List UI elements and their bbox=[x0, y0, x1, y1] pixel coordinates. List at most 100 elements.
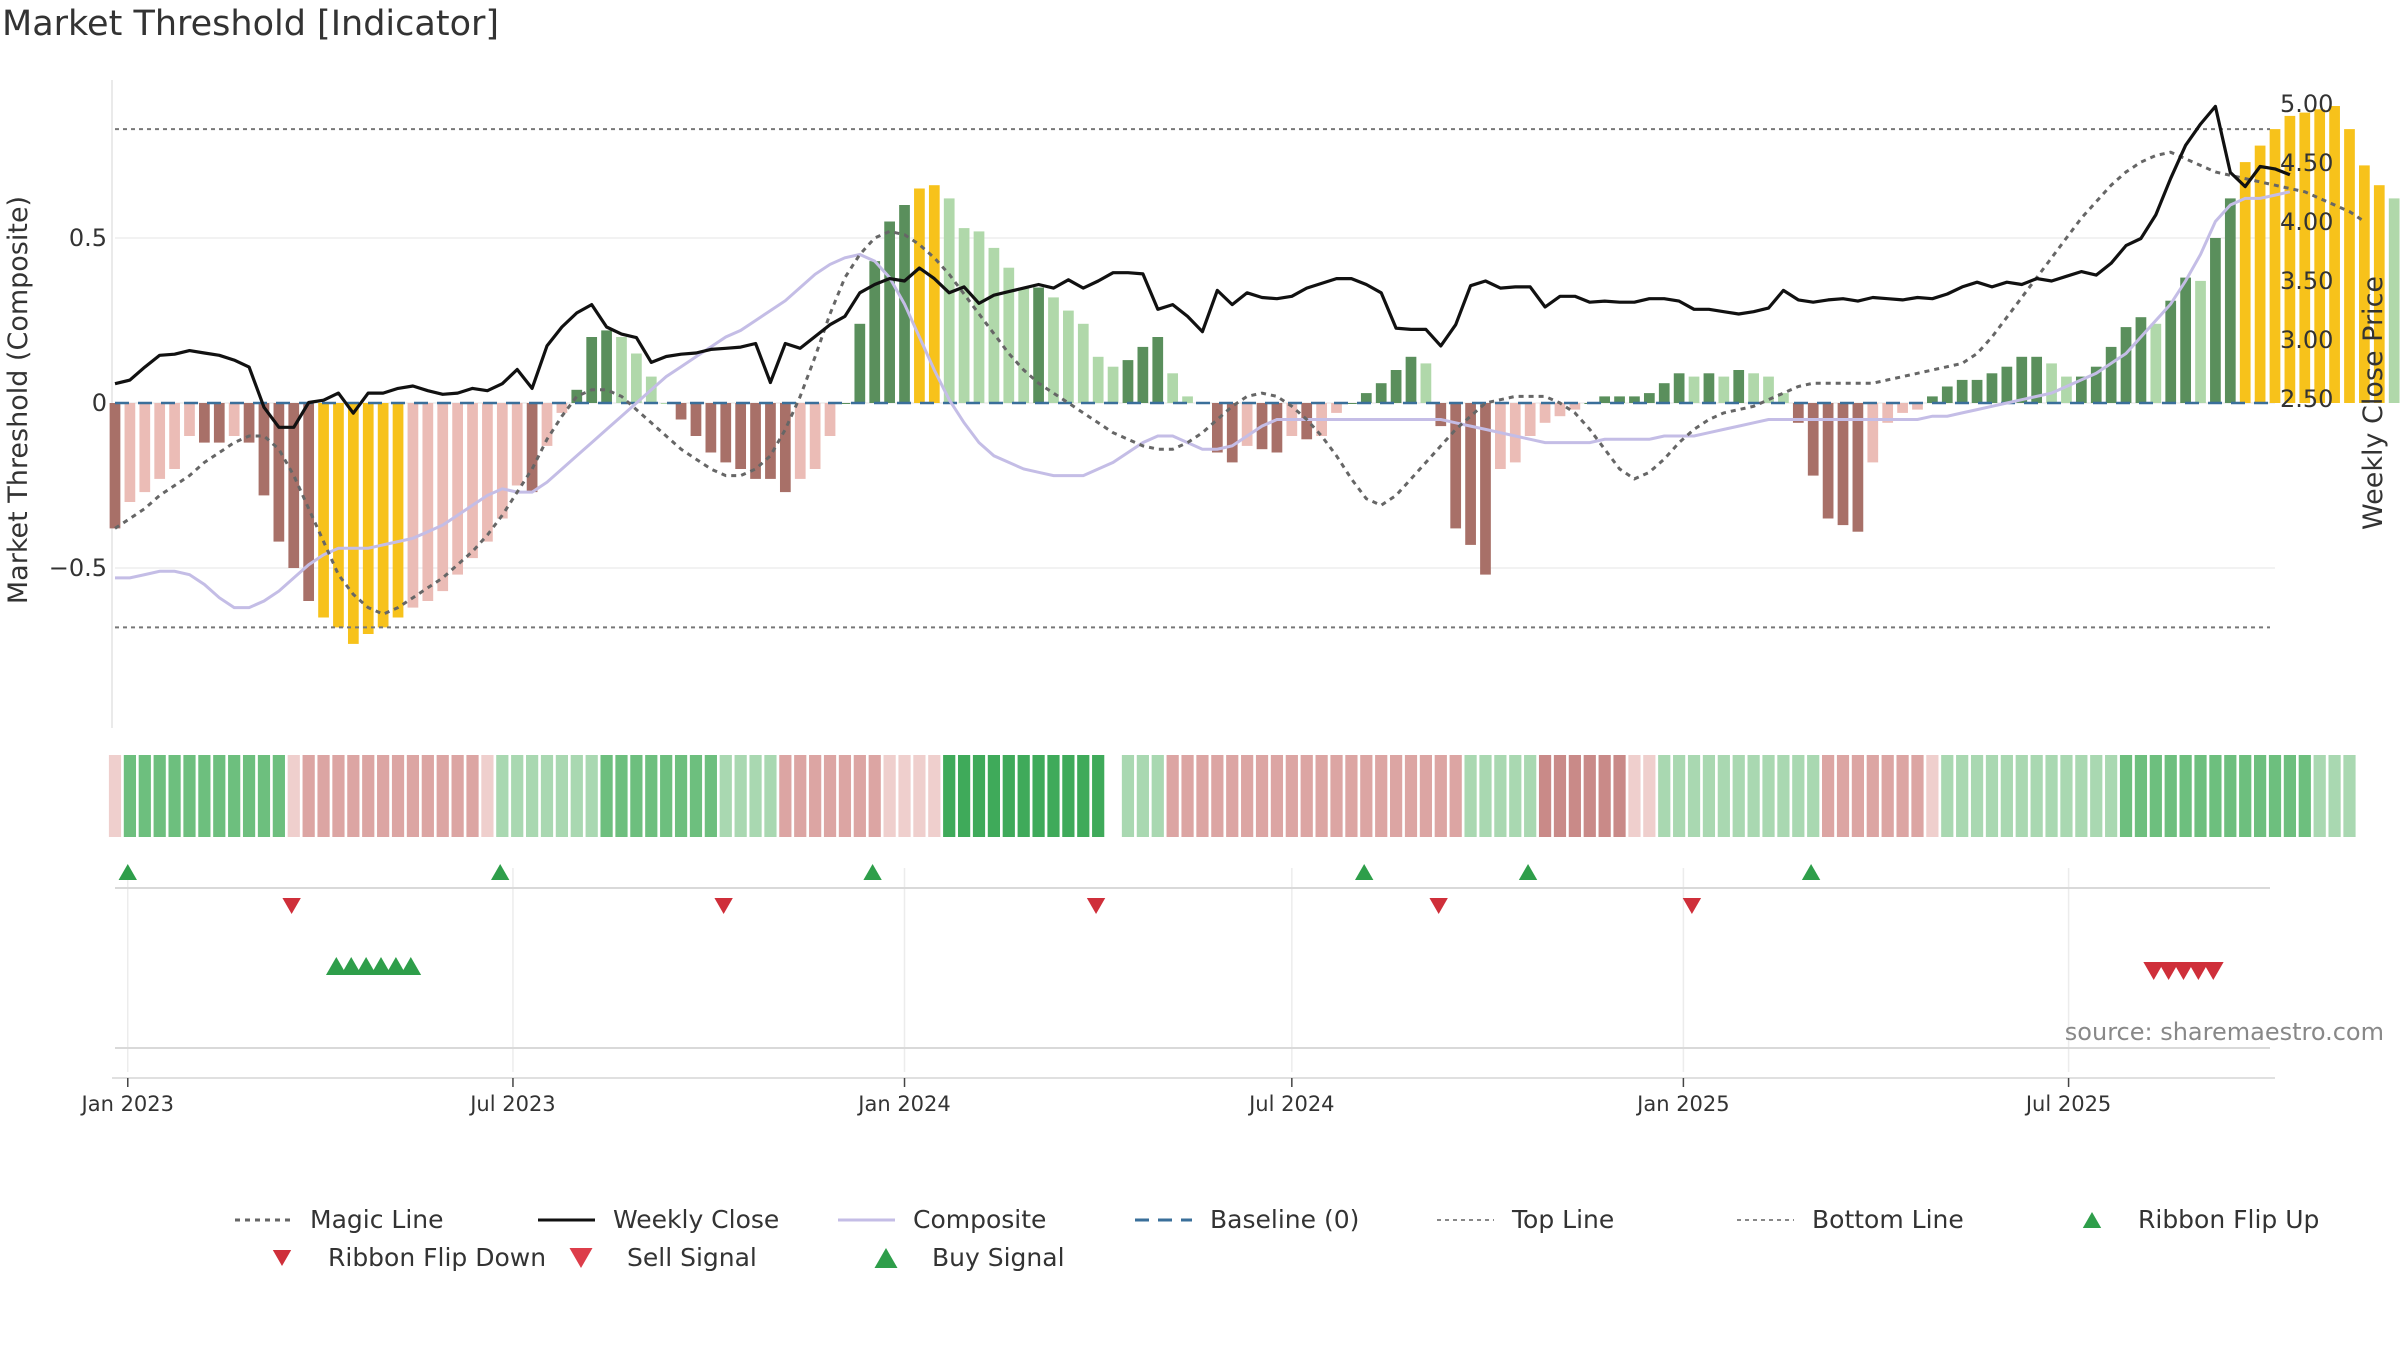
ribbon-cell bbox=[704, 755, 717, 837]
ribbon-cell bbox=[943, 755, 956, 837]
ribbon-flip-up-marker bbox=[118, 864, 137, 880]
ribbon-cell bbox=[1687, 755, 1701, 837]
composite-bars bbox=[109, 106, 2400, 644]
ribbon-cell bbox=[406, 755, 420, 837]
composite-bar bbox=[392, 403, 404, 618]
legend-item: Weekly Close bbox=[538, 1205, 779, 1234]
ribbon-cell bbox=[823, 755, 837, 837]
ribbon-cell bbox=[570, 755, 583, 837]
y-left-tick-label: 0 bbox=[92, 389, 107, 417]
ribbon-cell bbox=[1762, 755, 1775, 837]
composite-bar bbox=[1941, 386, 1953, 403]
composite-bar bbox=[1971, 379, 1983, 403]
ribbon-flip-down-marker bbox=[1429, 898, 1448, 914]
composite-bar bbox=[1927, 396, 1938, 403]
sell-signal-marker bbox=[2188, 962, 2209, 980]
composite-bar bbox=[303, 403, 315, 601]
composite-bar bbox=[616, 337, 627, 403]
composite-bar bbox=[765, 403, 776, 479]
y-right-axis-label: Weekly Close Price bbox=[2358, 276, 2389, 530]
legend-item: Bottom Line bbox=[1737, 1205, 1964, 1234]
ribbon-cell bbox=[749, 755, 762, 837]
composite-bar bbox=[422, 403, 434, 601]
composite-bar bbox=[1137, 346, 1149, 403]
ribbon-cell bbox=[228, 755, 241, 837]
ribbon-cell bbox=[2030, 755, 2043, 837]
ribbon-cell bbox=[1062, 755, 1075, 837]
ribbon-flip-down-marker bbox=[282, 898, 301, 914]
ribbon-cell bbox=[1300, 755, 1313, 837]
ribbon-cell bbox=[1285, 755, 1298, 837]
composite-bar bbox=[1167, 373, 1179, 403]
composite-bar bbox=[541, 403, 553, 446]
composite-bar bbox=[1867, 403, 1879, 463]
composite-bar bbox=[154, 403, 166, 479]
ribbon-cell bbox=[1241, 755, 1254, 837]
ribbon-flip-up-marker bbox=[863, 864, 882, 880]
composite-bar bbox=[347, 403, 359, 644]
composite-bar bbox=[258, 403, 270, 496]
y-right-tick-label: 2.50 bbox=[2280, 385, 2333, 413]
ribbon-cell bbox=[525, 755, 539, 837]
composite-bar bbox=[675, 403, 687, 420]
composite-bar bbox=[1643, 393, 1655, 403]
ribbon-cell bbox=[1270, 755, 1284, 837]
composite-bar bbox=[1986, 373, 1998, 403]
ribbon-cell bbox=[1166, 755, 1179, 837]
composite-bar bbox=[1733, 370, 1745, 403]
composite-bar bbox=[2135, 317, 2147, 403]
composite-bar bbox=[2150, 323, 2162, 403]
ribbon-cell bbox=[2313, 755, 2326, 837]
ribbon-cell bbox=[1047, 755, 1060, 837]
ribbon-cell bbox=[466, 755, 479, 837]
legend-label: Composite bbox=[913, 1205, 1046, 1234]
composite-bar bbox=[139, 403, 151, 493]
ribbon-flip-down-marker bbox=[1682, 898, 1702, 914]
composite-bar bbox=[1226, 403, 1238, 463]
ribbon-cell bbox=[734, 755, 747, 837]
ribbon-cell bbox=[853, 755, 866, 837]
ribbon-cell bbox=[1538, 755, 1552, 837]
ribbon-cell bbox=[2015, 755, 2028, 837]
composite-bar bbox=[1852, 403, 1864, 532]
legend-swatch bbox=[2082, 1212, 2102, 1228]
legend-item: Sell Signal bbox=[569, 1243, 757, 1272]
ribbon-cell bbox=[347, 755, 360, 837]
composite-bar bbox=[1063, 310, 1074, 403]
ribbon-cell bbox=[585, 755, 598, 837]
composite-bar bbox=[1405, 356, 1417, 403]
composite-bar bbox=[1673, 373, 1685, 403]
ribbon-cell bbox=[2328, 755, 2341, 837]
composite-bar bbox=[511, 403, 523, 486]
ribbon-cell bbox=[1389, 755, 1403, 837]
composite-bar bbox=[958, 228, 970, 403]
legend-swatch bbox=[569, 1248, 593, 1268]
composite-bar bbox=[1360, 393, 1372, 403]
composite-bar bbox=[1346, 403, 1357, 404]
ribbon-cell bbox=[1002, 755, 1015, 837]
legend-swatch bbox=[272, 1250, 292, 1266]
ribbon-cell bbox=[1628, 755, 1641, 837]
ribbon-cell bbox=[764, 755, 777, 837]
sell-signal-marker bbox=[2158, 962, 2179, 980]
ribbon-cell bbox=[2194, 755, 2207, 837]
composite-bar bbox=[839, 403, 851, 404]
ribbon-cell bbox=[1196, 755, 1209, 837]
ribbon-cell bbox=[1911, 755, 1924, 837]
ribbon-cell bbox=[868, 755, 881, 837]
ribbon-cell bbox=[689, 755, 703, 837]
ribbon-cell bbox=[2343, 755, 2356, 837]
composite-bar bbox=[884, 221, 895, 403]
ribbon-cell bbox=[719, 755, 732, 837]
ribbon-cell bbox=[332, 755, 345, 837]
composite-line bbox=[115, 190, 2291, 610]
ribbon-cell bbox=[362, 755, 375, 837]
ribbon-cell bbox=[2075, 755, 2088, 837]
ribbon-cell bbox=[2268, 755, 2282, 837]
composite-bar bbox=[1718, 376, 1730, 403]
composite-bar bbox=[2046, 363, 2057, 403]
composite-bar bbox=[2224, 198, 2236, 403]
sell-signal-marker bbox=[2143, 962, 2165, 980]
ribbon-cell bbox=[1896, 755, 1909, 837]
legend-label: Buy Signal bbox=[932, 1243, 1065, 1272]
